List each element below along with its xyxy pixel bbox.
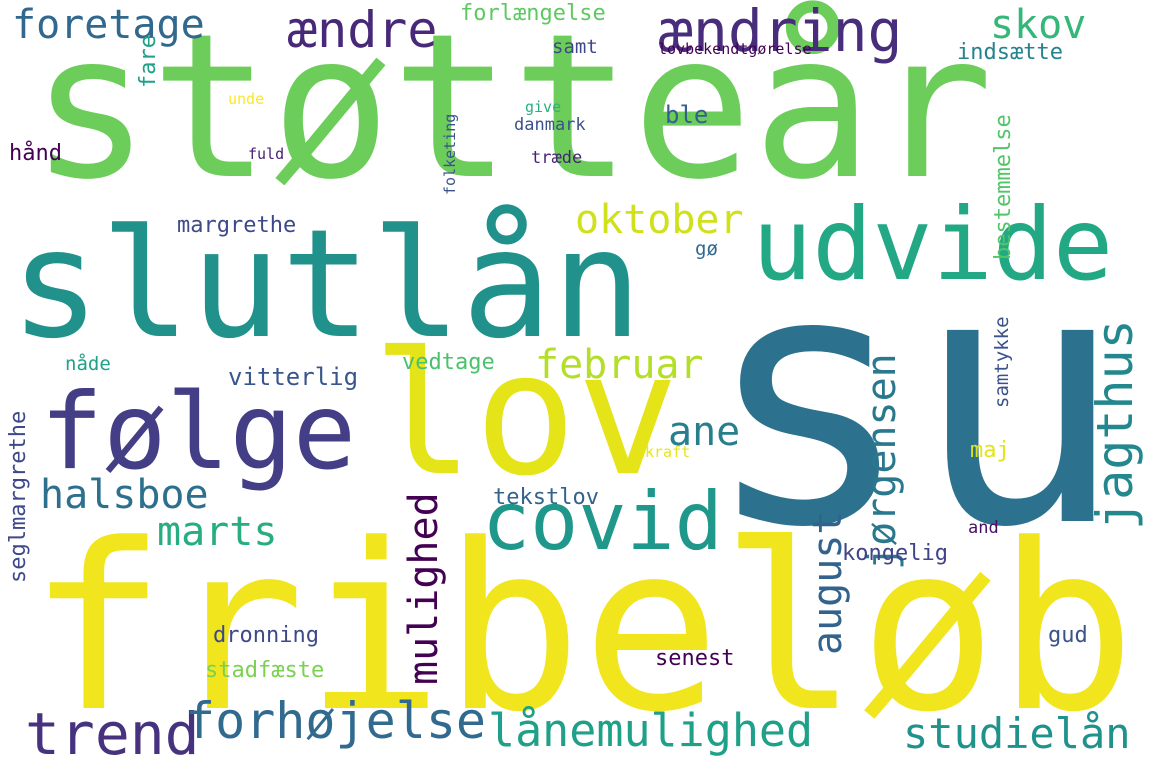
word-danmark: danmark [514,115,586,135]
word-ane: ane [668,409,741,455]
word-jagthus: jagthus [1086,319,1144,530]
word-gud: gud [1048,623,1088,648]
word-aendring: ændring [658,0,903,65]
word-februar: februar [535,342,704,388]
word-kongelig: kongelig [842,541,948,566]
word-oktober: oktober [575,197,744,243]
word-senest: senest [655,646,735,671]
word-bestemmelse: bestemmelse [991,114,1016,260]
word-folge: følge [40,371,357,493]
word-fuld: fuld [248,145,285,163]
word-dronning: dronning [213,623,319,648]
word-forlaengelse: forlængelse [460,1,606,26]
word-vitterlig: vitterlig [228,363,359,391]
word-august: august [805,510,851,656]
word-forhojelse: forhøjelse [185,692,487,750]
word-udvide: udvide [752,186,1114,303]
word-lov: lov [372,316,680,514]
word-su: su [703,196,1125,604]
word-stadfaeste: stadfæste [205,658,325,683]
word-skov: skov [990,2,1087,48]
word-and: and [968,518,999,538]
word-foretage: foretage [12,2,205,48]
word-samtykke: samtykke [991,316,1013,408]
word-stotteaar: støtteår [30,0,994,224]
word-go: gø [695,238,718,260]
word-tekstlov: tekstlov [493,485,599,510]
word-jorgensen: jørgensen [859,353,905,570]
word-covid: covid [482,475,723,568]
word-haand: hånd [9,141,62,166]
word-folketing: folketing [441,113,459,195]
word-studielaan: studielån [903,709,1131,758]
word-samt: samt [552,36,598,58]
word-unde: unde [228,90,265,108]
word-margrethe: margrethe [177,213,297,238]
word-vedtage: vedtage [402,350,495,375]
word-aendre: ændre [287,1,438,59]
word-marts: marts [157,509,278,555]
word-seglmargrethe: seglmargrethe [6,410,31,583]
word-fribelob: fribeløb [28,496,1136,763]
word-naade: nåde [65,353,111,375]
word-give: give [525,98,562,116]
word-laanemulighed: lånemulighed [488,704,814,757]
word-traede: træde [531,148,583,168]
word-maj: maj [970,438,1010,463]
word-indsaette: indsætte [957,40,1063,65]
word-trend: trend [25,700,200,768]
word-lovbekendtgorelse: lovbekendtgørelse [658,40,812,58]
word-halsboe: halsboe [40,472,209,518]
word-ble: ble [665,101,709,129]
word-slutlaan: slutlån [10,198,643,372]
word-kraft: kraft [645,443,691,461]
word-fare: fare [136,35,161,88]
word-mulighed: mulighed [401,492,447,685]
